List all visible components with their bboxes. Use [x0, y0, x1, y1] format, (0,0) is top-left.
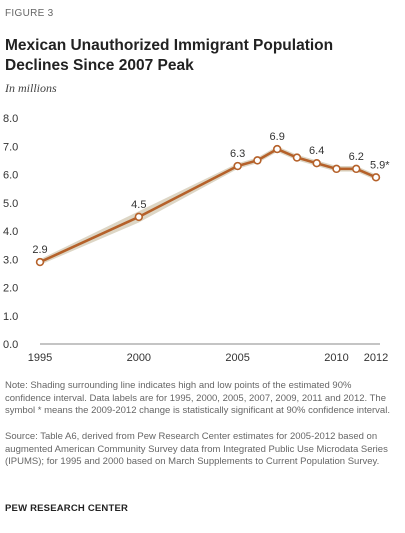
y-tick-label: 0.0 [3, 339, 18, 351]
data-label: 6.2 [349, 151, 364, 163]
data-point [134, 212, 144, 222]
data-point [332, 164, 341, 174]
y-tick-label: 7.0 [3, 141, 18, 153]
y-tick-label: 3.0 [3, 254, 18, 266]
confidence-band [40, 146, 376, 265]
y-tick-label: 2.0 [3, 283, 18, 295]
chart-title: Mexican Unauthorized Immigrant Populatio… [5, 37, 334, 74]
data-label: 6.3 [230, 148, 245, 160]
chart-subtitle: In millions [5, 81, 57, 95]
chart-source: Source: Table A6, derived from Pew Resea… [5, 431, 388, 467]
data-point [352, 164, 361, 174]
figure-label: FIGURE 3 [5, 8, 54, 19]
data-point [371, 173, 381, 182]
data-point [292, 153, 302, 162]
data-point [272, 144, 282, 154]
chart-note: Note: Shading surrounding line indicates… [5, 380, 390, 416]
x-tick-label: 2010 [324, 352, 348, 364]
data-point [253, 156, 262, 165]
y-tick-label: 1.0 [3, 311, 18, 323]
data-point [312, 158, 321, 168]
x-tick-label: 2012 [364, 352, 388, 364]
y-tick-label: 4.0 [3, 226, 18, 238]
series-line [39, 147, 377, 264]
data-point [233, 161, 242, 171]
y-tick-label: 6.0 [3, 170, 18, 182]
data-label: 2.9 [32, 244, 47, 256]
x-tick-label: 2005 [225, 352, 249, 364]
y-tick-label: 8.0 [3, 113, 18, 125]
data-label: 6.9 [270, 131, 285, 143]
organization-name: PEW RESEARCH CENTER [5, 503, 129, 514]
y-tick-label: 5.0 [3, 198, 18, 210]
x-tick-label: 1995 [28, 352, 52, 364]
data-label: 6.4 [309, 145, 324, 157]
data-point [35, 257, 45, 267]
x-tick-label: 2000 [127, 352, 151, 364]
data-label: 4.5 [131, 199, 146, 211]
data-label: 5.9* [370, 159, 390, 171]
line-chart: 0.0 1.0 2.0 3.0 4.0 5.0 6.0 7.0 8.0 1995 2000 2005 2… [3, 113, 390, 364]
